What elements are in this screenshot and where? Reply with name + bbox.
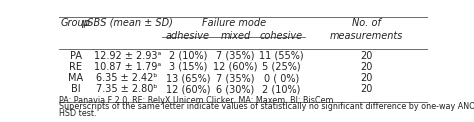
Text: 7.35 ± 2.80ᵇ: 7.35 ± 2.80ᵇ: [97, 85, 158, 94]
Text: RE: RE: [69, 62, 82, 72]
Text: HSD test.: HSD test.: [59, 109, 97, 118]
Text: 20: 20: [360, 85, 372, 94]
Text: 12 (60%): 12 (60%): [165, 85, 210, 94]
Text: μSBS (mean ± SD): μSBS (mean ± SD): [81, 18, 173, 28]
Text: Failure mode: Failure mode: [201, 18, 266, 28]
Text: 5 (25%): 5 (25%): [262, 62, 301, 72]
Text: cohesive: cohesive: [260, 31, 303, 41]
Text: mixed: mixed: [220, 31, 251, 41]
Text: PA: Panavia F 2.0, RE: RelyX Unicem Clicker, MA: Maxem, BI: BisCem: PA: Panavia F 2.0, RE: RelyX Unicem Clic…: [59, 96, 334, 105]
Text: 12.92 ± 2.93ᵃ: 12.92 ± 2.93ᵃ: [93, 51, 161, 61]
Text: Group: Group: [61, 18, 91, 28]
Text: measurements: measurements: [329, 31, 403, 41]
Text: 10.87 ± 1.79ᵃ: 10.87 ± 1.79ᵃ: [94, 62, 161, 72]
Text: 12 (60%): 12 (60%): [213, 62, 258, 72]
Text: 3 (15%): 3 (15%): [169, 62, 207, 72]
Text: 20: 20: [360, 51, 372, 61]
Text: 6.35 ± 2.42ᵇ: 6.35 ± 2.42ᵇ: [97, 73, 158, 83]
Text: 11 (55%): 11 (55%): [259, 51, 304, 61]
Text: Superscripts of the same letter indicate values of statistically no significant : Superscripts of the same letter indicate…: [59, 102, 474, 111]
Text: adhesive: adhesive: [166, 31, 210, 41]
Text: 2 (10%): 2 (10%): [169, 51, 207, 61]
Text: 2 (10%): 2 (10%): [262, 85, 301, 94]
Text: 13 (65%): 13 (65%): [165, 73, 210, 83]
Text: 7 (35%): 7 (35%): [216, 73, 255, 83]
Text: MA: MA: [68, 73, 83, 83]
Text: 7 (35%): 7 (35%): [216, 51, 255, 61]
Text: 0 ( 0%): 0 ( 0%): [264, 73, 299, 83]
Text: No. of: No. of: [352, 18, 381, 28]
Text: 20: 20: [360, 62, 372, 72]
Text: BI: BI: [71, 85, 81, 94]
Text: PA: PA: [70, 51, 82, 61]
Text: 6 (30%): 6 (30%): [217, 85, 255, 94]
Text: 20: 20: [360, 73, 372, 83]
